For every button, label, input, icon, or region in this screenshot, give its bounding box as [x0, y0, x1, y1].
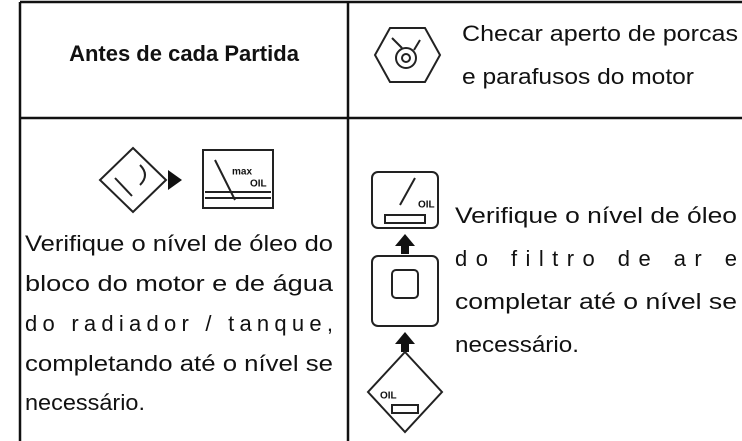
header-title: Antes de cada Partida	[69, 41, 300, 66]
text-line: do filtro de ar e	[455, 246, 737, 271]
icon-label: OIL	[250, 179, 267, 190]
text-line: Verifique o nível de óleo	[455, 203, 737, 228]
text-line: completar até o nível se	[455, 289, 737, 314]
text-line: necessário.	[25, 390, 145, 415]
text-line: Verifique o nível de óleo do	[25, 231, 333, 256]
instruction-line: Checar aperto de porcas	[462, 21, 738, 46]
text-line: necessário.	[455, 332, 579, 357]
instruction-line: e parafusos do motor	[462, 64, 694, 89]
table-lines	[18, 0, 742, 441]
engine-oil-icons	[98, 146, 274, 214]
icon-label: OIL	[418, 200, 435, 211]
text-line: bloco do motor e de água	[25, 271, 334, 296]
icon-label: OIL	[380, 391, 397, 402]
air-filter-icons	[366, 171, 444, 434]
bolt-icon	[373, 27, 442, 83]
text-line: completando até o nível se	[25, 351, 333, 376]
text-line: do radiador / tanque,	[25, 311, 333, 336]
icon-label: max	[232, 167, 252, 178]
